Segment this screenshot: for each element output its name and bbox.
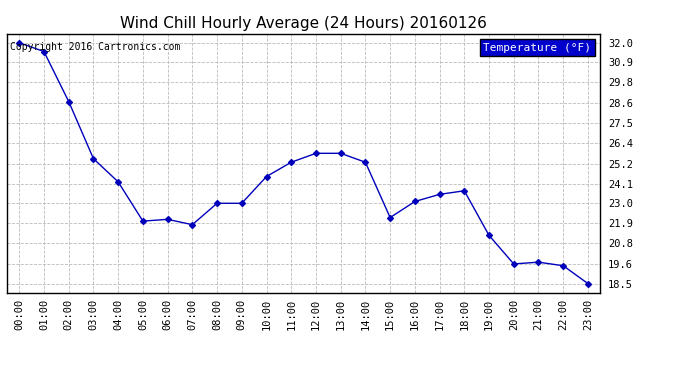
Legend: Temperature (°F): Temperature (°F) <box>480 39 595 56</box>
Text: Copyright 2016 Cartronics.com: Copyright 2016 Cartronics.com <box>10 42 180 51</box>
Title: Wind Chill Hourly Average (24 Hours) 20160126: Wind Chill Hourly Average (24 Hours) 201… <box>120 16 487 31</box>
